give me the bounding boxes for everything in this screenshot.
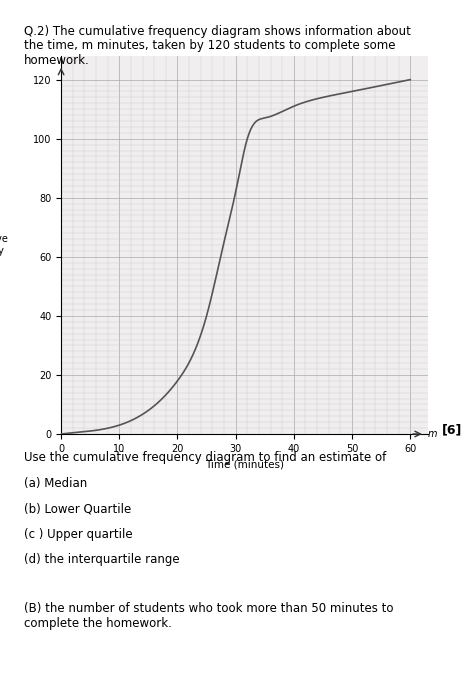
- Text: Cumulative
frequency: Cumulative frequency: [0, 234, 8, 255]
- Text: (d) the interquartile range: (d) the interquartile range: [24, 553, 179, 566]
- Text: Use the cumulative frequency diagram to find an estimate of: Use the cumulative frequency diagram to …: [24, 452, 386, 465]
- Text: (a) Median: (a) Median: [24, 477, 87, 491]
- Text: (c ) Upper quartile: (c ) Upper quartile: [24, 528, 132, 541]
- Text: Q.2) The cumulative frequency diagram shows information about
the time, m minute: Q.2) The cumulative frequency diagram sh…: [24, 25, 410, 67]
- Text: (b) Lower Quartile: (b) Lower Quartile: [24, 503, 131, 516]
- Text: [6]: [6]: [442, 424, 462, 437]
- Text: m: m: [428, 429, 437, 439]
- X-axis label: Time (minutes): Time (minutes): [205, 459, 284, 469]
- Text: (B) the number of students who took more than 50 minutes to
complete the homewor: (B) the number of students who took more…: [24, 602, 393, 630]
